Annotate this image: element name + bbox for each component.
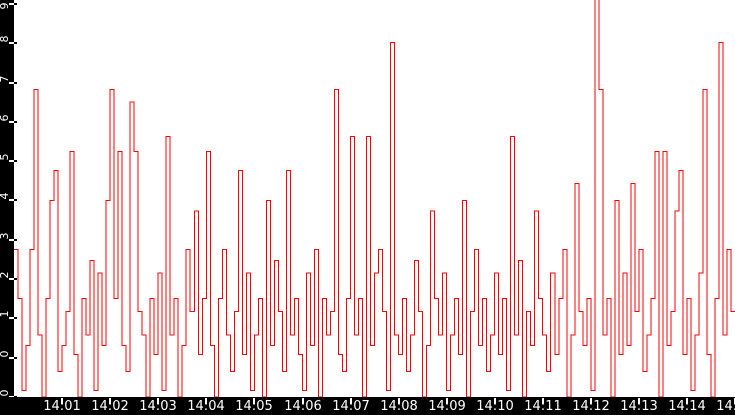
y-axis-tick <box>9 278 14 280</box>
x-tick-label: 14:15 <box>716 399 735 414</box>
x-axis-tick <box>494 398 496 404</box>
y-axis-tick-outer <box>14 42 17 44</box>
y-axis-tick-outer <box>14 317 17 319</box>
x-axis-tick <box>205 398 207 404</box>
y-axis-tick-outer <box>14 199 17 201</box>
x-axis-tick <box>350 398 352 404</box>
x-axis-tick <box>61 398 63 404</box>
y-axis-tick-outer <box>14 82 17 84</box>
x-tick-label: 14:13 <box>620 399 658 414</box>
data-series-line <box>14 0 735 398</box>
y-tick-label: 6 <box>0 111 12 125</box>
x-tick-label: 14:12 <box>572 399 610 414</box>
x-axis-tick <box>157 398 159 404</box>
x-axis-tick <box>109 398 111 404</box>
y-axis-tick <box>9 121 14 123</box>
x-tick-label: 14:11 <box>524 399 562 414</box>
x-tick-label: 14:02 <box>91 399 129 414</box>
y-axis-tick <box>9 199 14 201</box>
x-axis-tick <box>398 398 400 404</box>
x-tick-label: 14:04 <box>187 399 225 414</box>
y-tick-label: 1 <box>0 307 12 321</box>
y-tick-label: 9 <box>0 0 12 13</box>
x-tick-label: 14:07 <box>332 399 370 414</box>
x-tick-label: 14:03 <box>139 399 177 414</box>
y-tick-label: 5 <box>0 150 12 164</box>
y-axis-tick-outer <box>14 278 17 280</box>
x-tick-label: 14:10 <box>476 399 514 414</box>
x-axis-tick <box>253 398 255 404</box>
y-axis-tick <box>9 82 14 84</box>
y-axis-tick <box>9 3 14 5</box>
x-tick-label: 14:01 <box>43 399 81 414</box>
y-tick-label: 2 <box>0 268 12 282</box>
x-axis-tick <box>542 398 544 404</box>
y-tick-label: 0 <box>0 347 12 361</box>
y-tick-label: 8 <box>0 32 12 46</box>
x-axis-tick <box>590 398 592 404</box>
y-tick-label: 4 <box>0 189 12 203</box>
x-tick-label: 14:09 <box>428 399 466 414</box>
y-axis-tick <box>9 160 14 162</box>
y-axis-tick-outer <box>14 3 17 5</box>
x-tick-label: 14:14 <box>668 399 706 414</box>
y-axis-tick <box>9 357 14 359</box>
y-axis: 00123456789 <box>0 0 14 415</box>
y-axis-tick <box>9 239 14 241</box>
y-axis-tick-outer <box>14 396 17 398</box>
x-axis: 14:01 14:02 14:03 14:04 14:05 14:06 14:07 14:08… <box>0 397 735 415</box>
y-axis-tick-outer <box>14 357 17 359</box>
y-axis-tick <box>9 317 14 319</box>
x-tick-label: 14:08 <box>380 399 418 414</box>
y-axis-tick <box>9 42 14 44</box>
x-axis-tick <box>302 398 304 404</box>
x-tick-label: 14:06 <box>284 399 322 414</box>
x-tick-label: 14:05 <box>235 399 273 414</box>
y-tick-label: 7 <box>0 72 12 86</box>
y-axis-tick-outer <box>14 121 17 123</box>
x-axis-tick <box>446 398 448 404</box>
y-axis-tick-outer <box>14 239 17 241</box>
x-axis-tick <box>686 398 688 404</box>
y-tick-label: 3 <box>0 229 12 243</box>
y-axis-tick-outer <box>14 160 17 162</box>
x-axis-tick <box>638 398 640 404</box>
